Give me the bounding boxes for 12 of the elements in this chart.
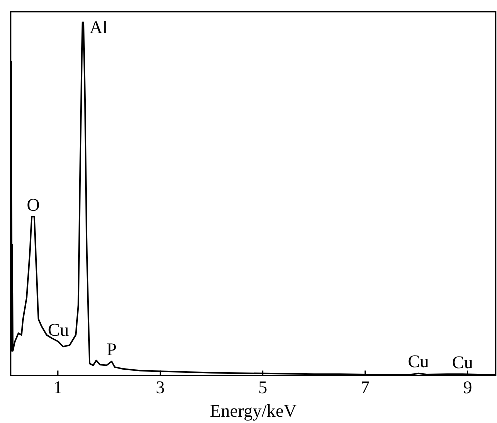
x-axis-title: Energy/keV bbox=[210, 400, 297, 421]
x-tick-label: 3 bbox=[156, 377, 166, 398]
annotation: Cu bbox=[408, 352, 430, 372]
annotation: Cu bbox=[452, 352, 474, 372]
x-tick-label: 9 bbox=[463, 377, 472, 398]
x-tick-label: 7 bbox=[360, 377, 370, 398]
annotation: O bbox=[27, 194, 40, 215]
annotation: P bbox=[106, 340, 117, 360]
x-tick-label: 1 bbox=[54, 377, 63, 398]
annotation: Al bbox=[90, 17, 108, 38]
annotation: Cu bbox=[48, 320, 70, 340]
x-tick-label: 5 bbox=[258, 377, 268, 398]
